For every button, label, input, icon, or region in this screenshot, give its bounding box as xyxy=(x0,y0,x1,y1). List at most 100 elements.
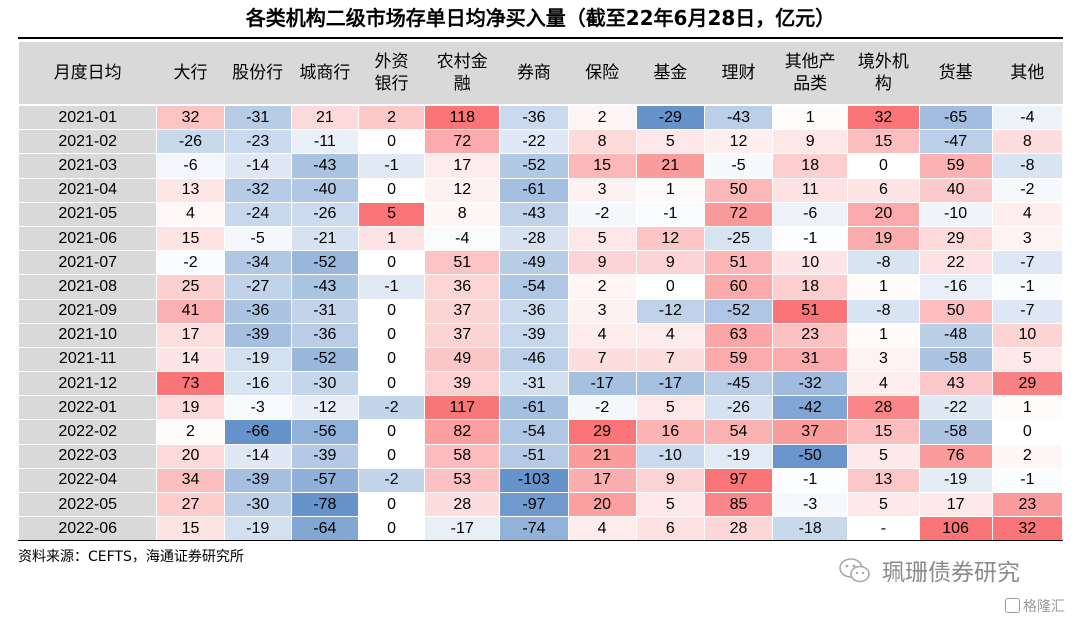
table-cell: 5 xyxy=(847,491,920,518)
table-row: 2021-06 15 -5 -21 1 -4 -28 5 12 -25 -1 19 29 3 xyxy=(17,225,1064,252)
title-divider xyxy=(18,37,1063,39)
table-cell: -51 xyxy=(499,443,569,469)
header-period: 月度日均 xyxy=(18,42,157,106)
table-cell: 2 xyxy=(567,104,637,131)
table-cell: -52 xyxy=(290,250,359,276)
table-cell: 9 xyxy=(567,250,637,276)
row-period: 2021-12 xyxy=(17,371,158,397)
table-cell: 29 xyxy=(567,419,637,445)
table-cell: 31 xyxy=(772,346,849,373)
table-cell: 0 xyxy=(357,129,426,155)
table-cell: -52 xyxy=(290,346,359,373)
table-cell: -16 xyxy=(223,371,292,397)
table-cell: -22 xyxy=(918,395,993,421)
table-cell: 51 xyxy=(424,250,501,276)
table-cell: -2 xyxy=(567,395,637,421)
row-period: 2021-11 xyxy=(17,346,158,373)
table-cell: -43 xyxy=(703,104,774,131)
row-period: 2021-09 xyxy=(17,298,158,324)
table-cell: -74 xyxy=(499,516,569,542)
table-cell: -10 xyxy=(918,201,993,227)
table-cell: 20 xyxy=(567,491,637,518)
table-cell: 72 xyxy=(424,129,501,155)
table-cell: -2 xyxy=(156,250,225,276)
table-cell: 1 xyxy=(772,104,849,131)
table-cell: -36 xyxy=(223,298,292,324)
table-cell: -4 xyxy=(991,104,1064,131)
table-cell: -19 xyxy=(918,467,993,494)
table-cell: 5 xyxy=(635,491,705,518)
table-cell: -17 xyxy=(635,371,705,397)
source-note: 资料来源：CEFTS，海通证券研究所 xyxy=(18,549,244,565)
table-cell: 50 xyxy=(703,177,774,203)
table-row: 2022-06 15 -19 -64 0 -17 -74 4 6 28 -18-106 32 xyxy=(17,516,1064,542)
table-cell: -12 xyxy=(635,298,705,324)
table-cell: -22 xyxy=(499,129,569,155)
table-cell: 28 xyxy=(703,516,774,542)
table-cell: -39 xyxy=(290,443,359,469)
table-cell: -8 xyxy=(991,153,1064,179)
column-header: 货基 xyxy=(919,42,993,106)
table-cell: 3 xyxy=(847,346,920,373)
column-header: 境外机 构 xyxy=(847,42,919,106)
table-cell: -28 xyxy=(499,225,569,252)
table-cell: 0 xyxy=(357,346,426,373)
table-cell: -97 xyxy=(499,491,569,518)
table-cell: -47 xyxy=(918,129,993,155)
table-cell: 8 xyxy=(424,201,501,227)
table-cell: -42 xyxy=(772,395,849,421)
table-cell: 0 xyxy=(357,322,426,348)
row-period: 2021-04 xyxy=(17,177,158,203)
table-cell: -25 xyxy=(703,225,774,252)
table-cell: -31 xyxy=(290,298,359,324)
row-period: 2021-03 xyxy=(17,153,158,179)
table-cell: 51 xyxy=(772,298,849,324)
table-cell: 41 xyxy=(156,298,225,324)
table-cell: 118 xyxy=(424,104,501,131)
row-period: 2021-08 xyxy=(17,274,158,300)
table-cell: 11 xyxy=(772,177,849,203)
table-cell: 9 xyxy=(635,467,705,494)
table-cell: -7 xyxy=(991,250,1064,276)
table-cell: -48 xyxy=(918,322,993,348)
table-cell: 1 xyxy=(991,395,1064,421)
table-cell: -52 xyxy=(499,153,569,179)
table-row: 2021-08 25 -27 -43 -1 36 -54 2 0 60 18 1 -16 -1 xyxy=(17,274,1064,300)
column-header: 农村金 融 xyxy=(424,42,500,106)
column-header: 保险 xyxy=(568,42,637,106)
table-cell: 34 xyxy=(156,467,225,494)
table-cell: -10 xyxy=(635,443,705,469)
table-cell: 4 xyxy=(847,371,920,397)
table-cell: -56 xyxy=(290,419,359,445)
table-cell: 20 xyxy=(847,201,920,227)
table-cell: -1 xyxy=(991,467,1064,494)
table-cell: 82 xyxy=(424,419,501,445)
table-cell: 29 xyxy=(918,225,993,252)
table-cell: 23 xyxy=(991,491,1064,518)
table-cell: 106 xyxy=(918,516,993,542)
table-cell: -4 xyxy=(424,225,501,252)
table-cell: 3 xyxy=(567,298,637,324)
table-cell: 10 xyxy=(991,322,1064,348)
table-cell: -103 xyxy=(499,467,569,494)
table-body: 2021-01 32 -31 21 2 118 -36 2 -29 -43 1 32 -65 -4 2021… xyxy=(17,104,1064,542)
table-cell: 25 xyxy=(156,274,225,300)
table-cell: 32 xyxy=(156,104,225,131)
table-cell: 85 xyxy=(703,491,774,518)
table-cell: -8 xyxy=(847,298,920,324)
row-period: 2022-01 xyxy=(17,395,158,421)
table-row: 2022-02 2 -66 -56 0 82 -54 29 16 54 37 15 -58 0 xyxy=(17,419,1064,445)
table-cell: 72 xyxy=(703,201,774,227)
table-cell: -78 xyxy=(290,491,359,518)
table-cell: 8 xyxy=(991,129,1064,155)
table-cell: 17 xyxy=(156,322,225,348)
table-cell: 29 xyxy=(991,371,1064,397)
table-cell: -52 xyxy=(703,298,774,324)
table-cell: -1 xyxy=(772,467,849,494)
table-row: 2022-04 34 -39 -57 -2 53 -103 17 9 97 -1 13 -19 -1 xyxy=(17,467,1064,494)
table-cell: -57 xyxy=(290,467,359,494)
table-cell: 59 xyxy=(918,153,993,179)
table-cell: -43 xyxy=(499,201,569,227)
table-cell: 15 xyxy=(847,129,920,155)
table-cell: 12 xyxy=(703,129,774,155)
